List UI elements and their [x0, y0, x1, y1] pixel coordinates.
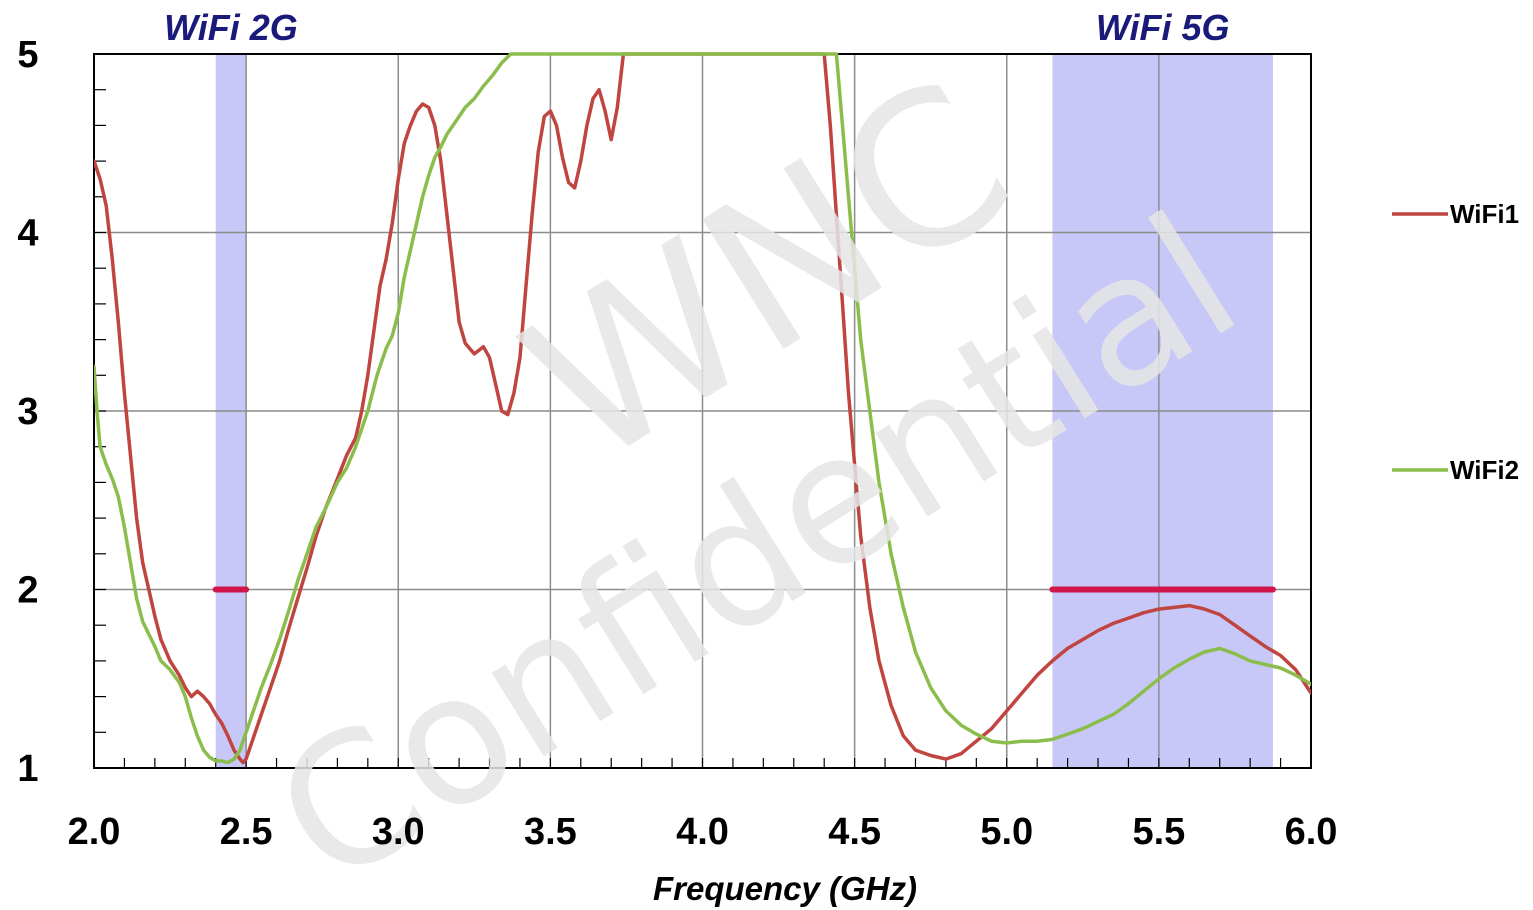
series-line-wifi1: [94, 52, 1311, 765]
series-lines: [94, 52, 1311, 765]
x-tick-label: 6.0: [1285, 811, 1338, 853]
x-tick-label: 5.5: [1132, 811, 1185, 853]
x-tick-labels: 2.0 2.5 3.0 3.5 4.0 4.5 5.0 5.5 6.0: [68, 811, 1338, 853]
x-tick-label: 3.0: [372, 811, 425, 853]
legend: WiFi1 WiFi2: [1392, 199, 1519, 485]
x-tick-label: 4.0: [676, 811, 729, 853]
minor-ticks: [93, 53, 1312, 769]
y-tick-label: 3: [17, 391, 38, 433]
legend-label-wifi2: WiFi2: [1450, 455, 1519, 485]
y-tick-label: 5: [17, 34, 38, 76]
band-labels: WiFi 2G WiFi 5G: [164, 7, 1229, 48]
x-tick-label: 4.5: [828, 811, 881, 853]
y-tick-label: 4: [17, 213, 38, 255]
x-tick-label: 2.0: [68, 811, 121, 853]
y-tick-labels: 1 2 3 4 5: [17, 34, 38, 790]
x-tick-label: 3.5: [524, 811, 577, 853]
legend-label-wifi1: WiFi1: [1450, 199, 1519, 229]
series-line-wifi2: [94, 52, 1311, 765]
band-label-1: WiFi 2G: [164, 7, 298, 48]
band-label-2: WiFi 5G: [1096, 7, 1230, 48]
grid-lines: [93, 53, 1312, 769]
x-tick-label: 2.5: [220, 811, 273, 853]
y-tick-label: 1: [17, 748, 38, 790]
x-axis-title: Frequency (GHz): [653, 870, 917, 907]
y-tick-label: 2: [17, 570, 38, 612]
x-tick-label: 5.0: [980, 811, 1033, 853]
